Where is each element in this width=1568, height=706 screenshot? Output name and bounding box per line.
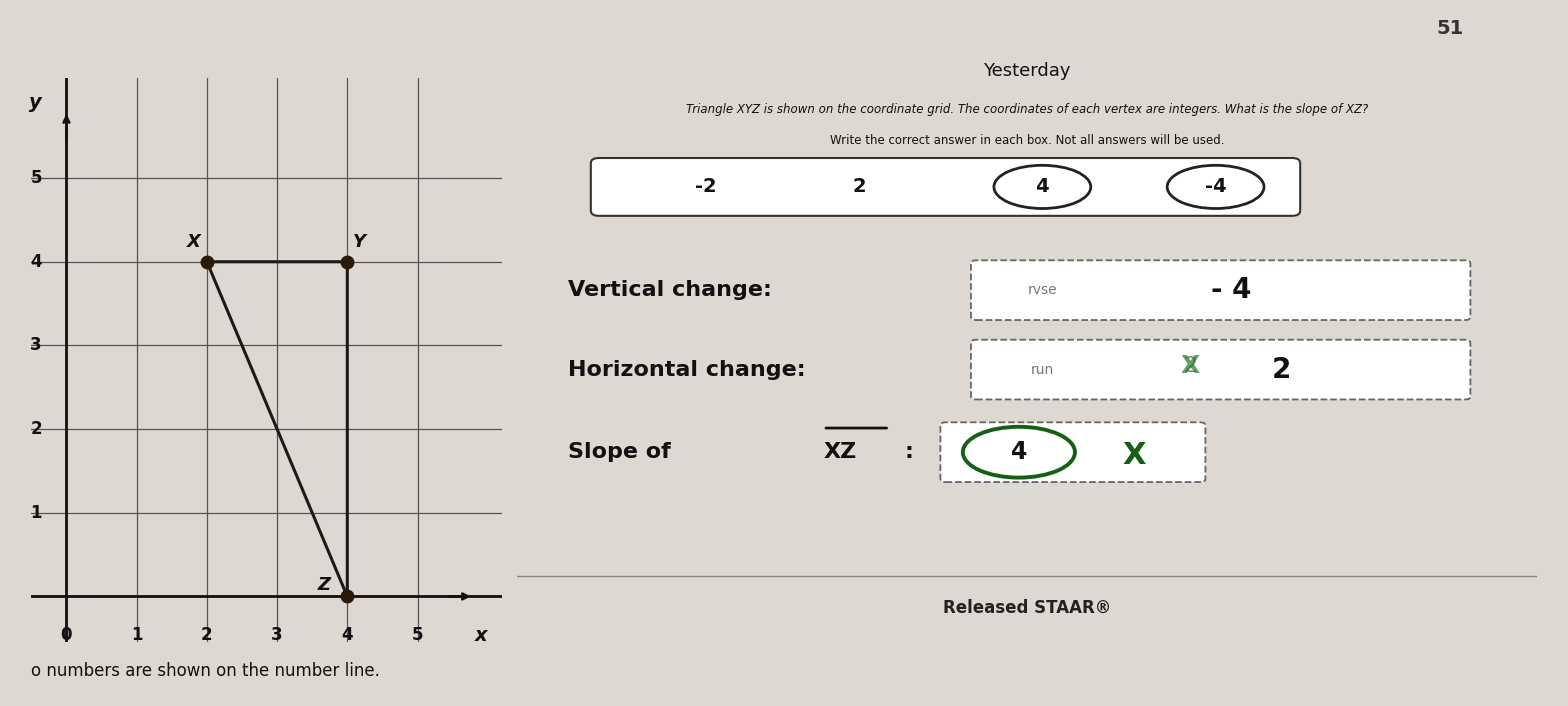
Text: 4: 4: [30, 253, 42, 270]
Text: 4: 4: [342, 626, 353, 644]
Text: 2: 2: [851, 177, 866, 196]
Text: X: X: [1123, 441, 1146, 470]
Text: Yesterday: Yesterday: [983, 62, 1071, 80]
Text: 1: 1: [130, 626, 143, 644]
Text: 3: 3: [30, 337, 42, 354]
Text: Z: Z: [318, 576, 331, 594]
Text: -2: -2: [695, 177, 717, 196]
FancyBboxPatch shape: [971, 261, 1471, 320]
Text: 2: 2: [1182, 357, 1198, 376]
Text: y: y: [30, 93, 42, 112]
Text: 5: 5: [412, 626, 423, 644]
Text: rvse: rvse: [1027, 283, 1057, 297]
Text: 2: 2: [1272, 356, 1292, 383]
Text: X: X: [187, 233, 201, 251]
Text: 2: 2: [201, 626, 213, 644]
FancyBboxPatch shape: [591, 158, 1300, 216]
Text: x: x: [475, 626, 488, 645]
Text: Write the correct answer in each box. Not all answers will be used.: Write the correct answer in each box. No…: [829, 134, 1225, 148]
Text: 0: 0: [61, 626, 72, 644]
Ellipse shape: [1167, 165, 1264, 208]
Ellipse shape: [994, 165, 1091, 208]
Text: Vertical change:: Vertical change:: [569, 280, 773, 300]
Ellipse shape: [963, 426, 1076, 477]
Text: -4: -4: [1204, 177, 1226, 196]
Text: 3: 3: [271, 626, 282, 644]
Text: Horizontal change:: Horizontal change:: [569, 359, 806, 380]
Text: o numbers are shown on the number line.: o numbers are shown on the number line.: [31, 662, 379, 680]
Text: :: :: [905, 442, 914, 462]
Text: XZ: XZ: [823, 442, 856, 462]
FancyBboxPatch shape: [941, 422, 1206, 482]
FancyBboxPatch shape: [971, 340, 1471, 400]
Text: - 4: - 4: [1210, 276, 1251, 304]
Text: Triangle XYZ is shown on the coordinate grid. The coordinates of each vertex are: Triangle XYZ is shown on the coordinate …: [685, 102, 1369, 116]
Text: 1: 1: [30, 504, 42, 522]
Text: Y: Y: [353, 233, 365, 251]
Text: 51: 51: [1436, 19, 1465, 37]
Text: 5: 5: [30, 169, 42, 187]
Text: Released STAAR®: Released STAAR®: [942, 599, 1112, 617]
Text: 2: 2: [30, 420, 42, 438]
Text: 4: 4: [1011, 441, 1027, 464]
Text: Slope of: Slope of: [569, 442, 671, 462]
Text: run: run: [1030, 363, 1054, 376]
Text: 4: 4: [1035, 177, 1049, 196]
Text: X: X: [1181, 354, 1200, 378]
